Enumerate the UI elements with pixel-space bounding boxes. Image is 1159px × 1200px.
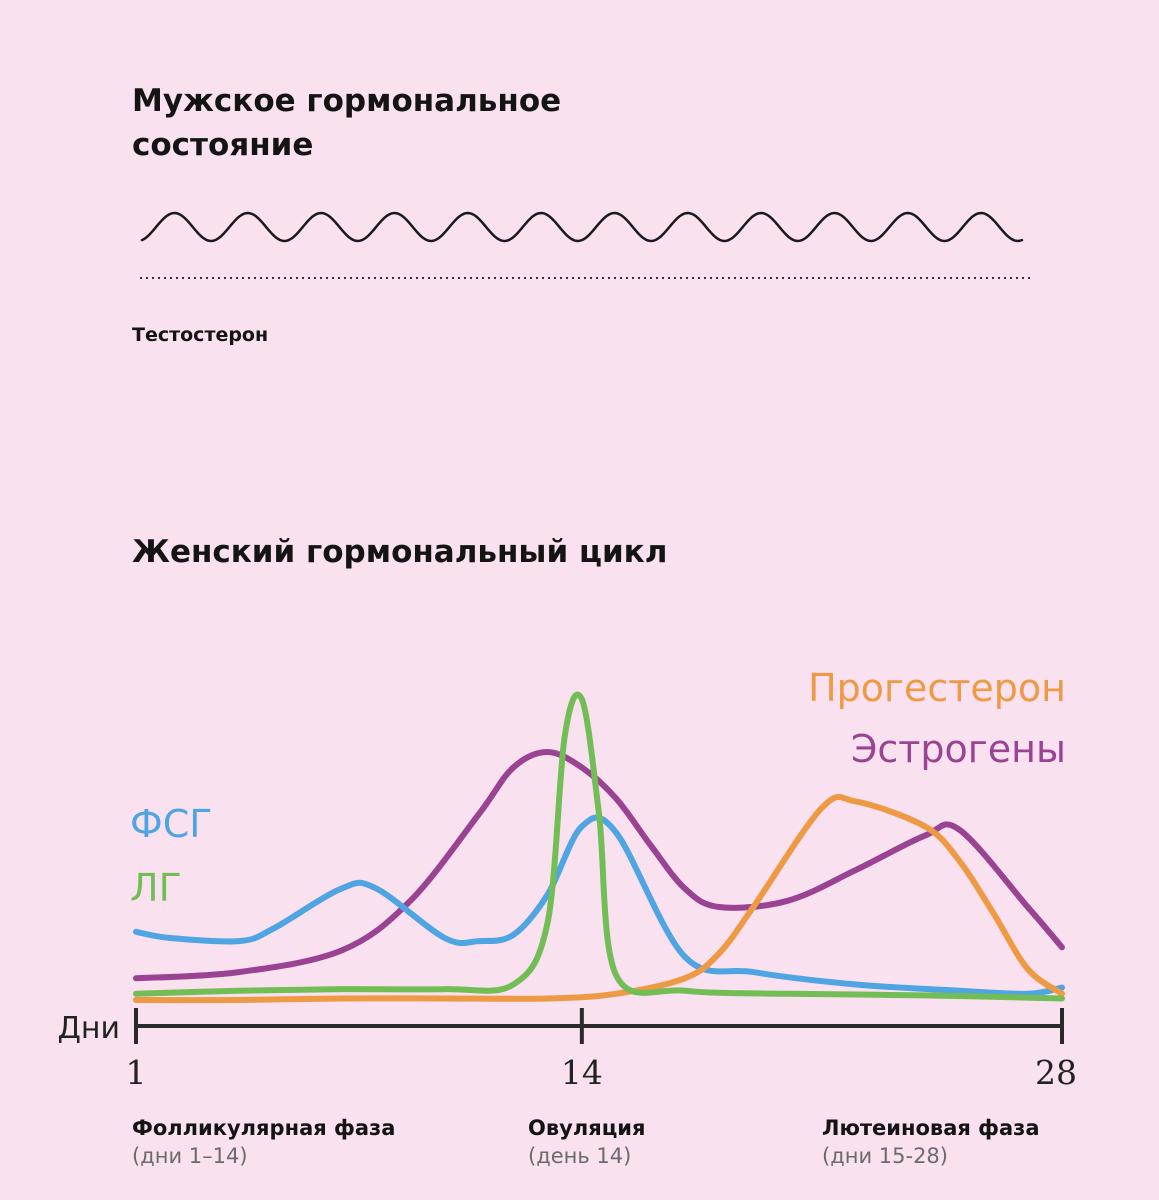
lh-line	[133, 691, 1065, 1002]
series-layer	[133, 691, 1065, 1004]
phase-ovulation-days: (день 14)	[528, 1144, 632, 1168]
x-tick-label-1: 1	[126, 1053, 147, 1092]
legend-estrogen: Эстрогены	[851, 727, 1066, 771]
legend-lh: ЛГ	[130, 866, 182, 910]
female-chart: ФСГ ЛГ Прогестерон Эстрогены 1 14 28 Дни	[57, 666, 1077, 1092]
female-chart-title: Женский гормональный цикл	[132, 534, 668, 570]
male-chart: Тестостерон	[132, 211, 1032, 346]
phase-luteal-name: Лютеиновая фаза	[822, 1116, 1040, 1140]
tick-layer: 1 14 28	[126, 1008, 1077, 1092]
phase-ovulation: Овуляция (день 14)	[528, 1114, 645, 1170]
phase-follicular-days: (дни 1–14)	[132, 1144, 248, 1168]
testosterone-label: Тестостерон	[132, 324, 268, 346]
phase-luteal-days: (дни 15-28)	[822, 1144, 948, 1168]
phase-follicular-name: Фолликулярная фаза	[132, 1116, 396, 1140]
progesterone-line	[133, 793, 1065, 1004]
legend-progesterone: Прогестерон	[808, 666, 1066, 710]
fsh-line	[133, 814, 1065, 997]
phase-luteal: Лютеиновая фаза (дни 15-28)	[822, 1114, 1040, 1170]
male-chart-title: Мужское гормональное состояние	[132, 83, 562, 163]
legend-fsh: ФСГ	[130, 802, 212, 846]
testosterone-line	[140, 211, 1024, 243]
phase-follicular: Фолликулярная фаза (дни 1–14)	[132, 1114, 395, 1170]
phase-ovulation-name: Овуляция	[528, 1116, 646, 1140]
estrogen-line	[133, 749, 1065, 982]
x-tick-label-28: 28	[1035, 1053, 1077, 1092]
x-tick-label-14: 14	[561, 1053, 603, 1092]
x-axis-label: Дни	[57, 1011, 120, 1046]
